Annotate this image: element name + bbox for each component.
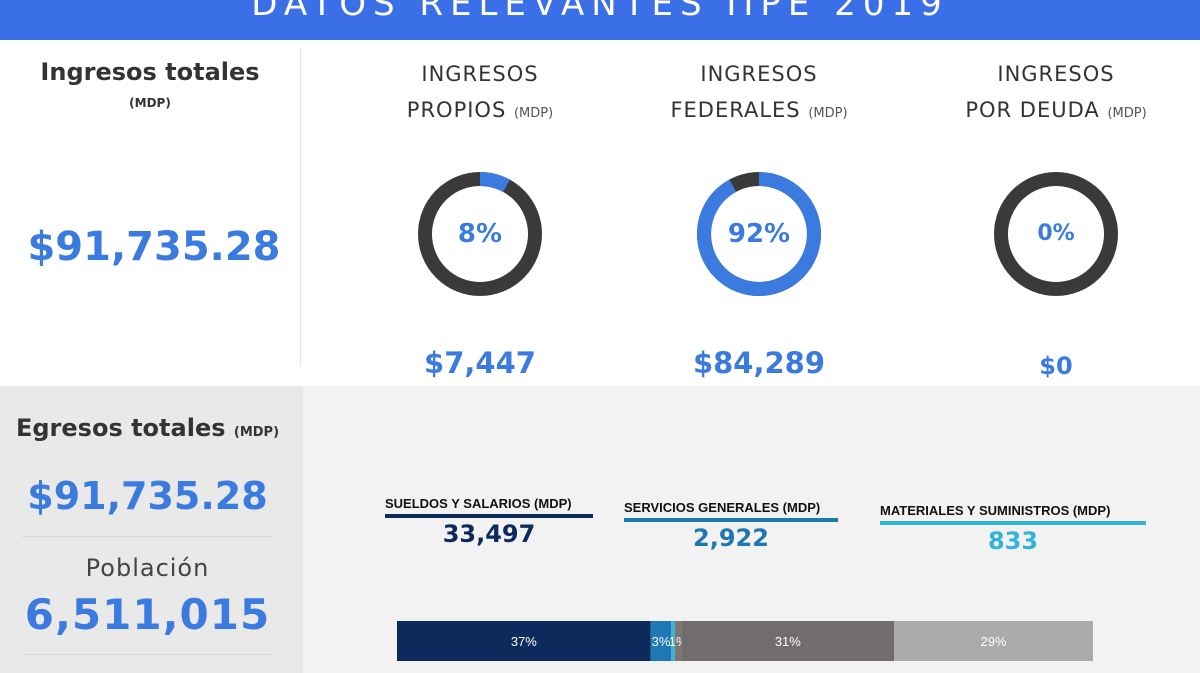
bar-segment-label: 31% xyxy=(775,634,801,649)
bar-segment-4 xyxy=(681,621,895,661)
title-banner: DATOS RELEVANTES IIPE 2019 xyxy=(0,0,1200,40)
egresos-totales-title: Egresos totales (MDP) xyxy=(0,414,295,442)
column-line1: INGRESOS xyxy=(997,62,1115,86)
banner-title: DATOS RELEVANTES IIPE 2019 xyxy=(251,0,949,24)
ingresos-totales-unit: (MDP) xyxy=(129,96,171,110)
column-unit: (MDP) xyxy=(1107,106,1147,121)
column-line1: INGRESOS xyxy=(421,62,539,86)
category-label: SUELDOS Y SALARIOS (MDP) xyxy=(385,496,572,511)
egresos-stacked-bar: 37% 3%1% 31% 29% xyxy=(397,621,1093,661)
donut-federales xyxy=(697,172,821,296)
poblacion-value: 6,511,015 xyxy=(24,590,271,639)
column-label: PROPIOS xyxy=(406,98,507,122)
donut-percent-label: 0% xyxy=(1037,221,1075,246)
poblacion-label: Población xyxy=(85,554,210,582)
category-underline xyxy=(624,518,838,522)
donut-propios xyxy=(418,172,542,296)
bar-segment-5 xyxy=(894,621,1093,661)
column-line2: FEDERALES (MDP) xyxy=(629,98,889,122)
divider xyxy=(22,654,272,655)
column-unit: (MDP) xyxy=(808,106,848,121)
category-value: 2,922 xyxy=(693,524,769,552)
column-line2: POR DEUDA (MDP) xyxy=(926,98,1186,122)
category-underline xyxy=(880,521,1146,525)
donut-value-arc xyxy=(697,172,821,296)
ingresos-propios-column: INGRESOS PROPIOS (MDP) 8% $7,447 xyxy=(350,40,610,386)
donut-track xyxy=(994,172,1118,296)
category-value: 833 xyxy=(987,527,1039,555)
bar-segment-label: 37% xyxy=(511,634,537,649)
ingresos-deuda-column: INGRESOS POR DEUDA (MDP) 0% $0 xyxy=(926,40,1186,386)
category-label: SERVICIOS GENERALES (MDP) xyxy=(624,500,821,515)
donut-percent-label: 92% xyxy=(727,219,791,249)
egresos-unit: (MDP) xyxy=(233,425,280,440)
column-label: POR DEUDA xyxy=(965,98,1100,122)
category-sueldos: SUELDOS Y SALARIOS (MDP) 33,497 xyxy=(385,496,593,548)
bar-segment-label: 3% xyxy=(652,634,671,649)
column-divider xyxy=(300,48,301,366)
bar-segment-1 xyxy=(650,621,672,661)
category-underline xyxy=(385,514,593,518)
donut-deuda xyxy=(994,172,1118,296)
bar-segment-0 xyxy=(397,621,651,661)
category-value: 33,497 xyxy=(442,520,536,548)
category-materiales: MATERIALES Y SUMINISTROS (MDP) 833 xyxy=(880,503,1146,555)
ingresos-totales-value: $91,735.28 xyxy=(27,224,281,270)
ingresos-propios-amount: $7,447 xyxy=(424,346,536,380)
egresos-panel: Egresos totales (MDP) $91,735.28 Poblaci… xyxy=(0,386,303,673)
ingresos-deuda-amount: $0 xyxy=(1039,352,1073,380)
category-servicios: SERVICIOS GENERALES (MDP) 2,922 xyxy=(624,500,838,552)
donut-value-arc xyxy=(418,172,542,296)
column-line2: PROPIOS (MDP) xyxy=(350,98,610,122)
bar-segment-2 xyxy=(671,621,675,661)
donut-percent-label: 8% xyxy=(457,219,503,249)
egresos-title-text: Egresos totales xyxy=(15,414,226,442)
egresos-totales-value: $91,735.28 xyxy=(27,474,268,518)
column-label: FEDERALES xyxy=(670,98,801,122)
bar-segment-3 xyxy=(674,621,682,661)
ingresos-federales-amount: $84,289 xyxy=(692,346,826,380)
column-unit: (MDP) xyxy=(513,106,554,121)
divider xyxy=(22,536,272,537)
ingresos-totales-title: Ingresos totales xyxy=(40,58,260,86)
category-label: MATERIALES Y SUMINISTROS (MDP) xyxy=(880,503,1111,518)
ingresos-federales-column: INGRESOS FEDERALES (MDP) 92% $84,289 xyxy=(629,40,889,386)
column-line1: INGRESOS xyxy=(700,62,818,86)
bar-segment-label: 29% xyxy=(981,634,1007,649)
